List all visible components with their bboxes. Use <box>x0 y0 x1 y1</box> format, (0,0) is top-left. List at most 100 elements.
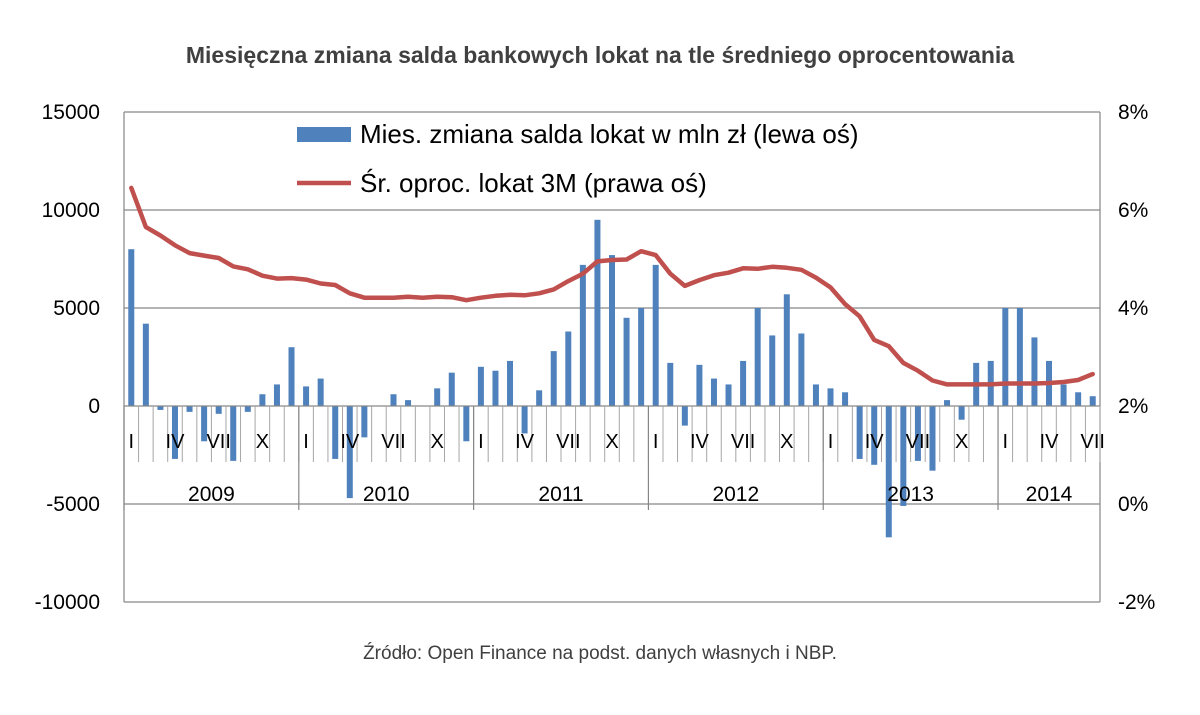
month-label: I <box>828 431 834 453</box>
left-tick-label: 10000 <box>42 199 100 222</box>
bar <box>929 406 936 471</box>
bar <box>492 370 499 406</box>
left-tick-label: -5000 <box>46 493 100 516</box>
bar <box>1060 384 1067 406</box>
left-tick-label: -10000 <box>35 591 100 614</box>
bar <box>579 264 586 406</box>
bar <box>405 400 412 406</box>
bar <box>871 406 878 465</box>
bar <box>856 406 863 459</box>
bar <box>332 406 339 459</box>
right-tick-label: 0% <box>1118 493 1148 516</box>
bar <box>609 255 615 406</box>
month-label: IV <box>1040 431 1060 453</box>
month-label: I <box>303 431 309 453</box>
year-label: 2009 <box>188 483 235 506</box>
month-label: VII <box>906 431 930 453</box>
bar <box>842 392 849 406</box>
bar <box>769 335 776 406</box>
bar <box>550 351 557 406</box>
bar <box>521 406 528 434</box>
bar <box>667 362 674 406</box>
bar <box>448 372 455 406</box>
month-label: I <box>129 431 135 453</box>
month-label: I <box>1003 431 1009 453</box>
year-label: 2012 <box>712 483 759 506</box>
bar <box>914 406 921 461</box>
bar <box>783 294 790 406</box>
right-tick-label: 2% <box>1118 395 1148 418</box>
bar <box>259 394 266 406</box>
month-label: VII <box>731 431 755 453</box>
source-note: Źródło: Open Finance na podst. danych wł… <box>363 643 837 664</box>
year-label: 2011 <box>538 483 583 506</box>
bar <box>725 384 732 406</box>
bar <box>1002 308 1009 406</box>
bar <box>885 406 892 538</box>
bar <box>710 378 717 406</box>
month-label: X <box>955 431 968 453</box>
bar <box>434 388 441 406</box>
bar <box>317 378 324 406</box>
bar <box>244 406 251 412</box>
month-label: IV <box>865 431 885 453</box>
month-label: VII <box>1080 431 1104 453</box>
bar-series <box>128 219 1096 538</box>
bar <box>754 308 761 406</box>
month-label: IV <box>166 431 186 453</box>
month-label: X <box>431 431 444 453</box>
legend-line-label: Śr. oproc. lokat 3M (prawa oś) <box>360 168 707 198</box>
bar <box>390 394 397 406</box>
bar <box>900 406 907 506</box>
month-label: I <box>478 431 484 453</box>
month-label: I <box>653 431 659 453</box>
bar <box>812 384 819 406</box>
line-series <box>129 185 1095 387</box>
year-label: 2014 <box>1026 483 1073 506</box>
left-tick-label: 15000 <box>42 101 100 124</box>
bar <box>798 333 805 406</box>
month-label: VII <box>381 431 405 453</box>
month-label: VII <box>206 431 230 453</box>
bar <box>1031 337 1038 406</box>
right-tick-label: 6% <box>1118 199 1148 222</box>
right-tick-label: -2% <box>1118 591 1155 614</box>
chart-title: Miesięczna zmiana salda bankowych lokat … <box>185 42 1015 68</box>
bar <box>171 406 178 459</box>
bar <box>1016 308 1023 406</box>
bar <box>827 388 834 406</box>
bar <box>652 264 659 406</box>
bar <box>463 406 470 442</box>
bar <box>201 406 208 442</box>
bar <box>944 400 951 406</box>
bar <box>1075 392 1082 406</box>
right-tick-label: 8% <box>1118 101 1148 124</box>
month-label: IV <box>340 431 360 453</box>
bar <box>740 360 747 406</box>
month-label: VII <box>556 431 580 453</box>
bar <box>536 390 543 406</box>
bar <box>361 406 368 438</box>
month-label: X <box>256 431 269 453</box>
bar <box>273 384 280 406</box>
year-label: 2013 <box>887 483 934 506</box>
bar <box>696 364 703 406</box>
right-tick-label: 4% <box>1118 297 1148 320</box>
bar <box>958 406 965 420</box>
bar <box>346 406 353 499</box>
bar <box>565 331 572 406</box>
bar <box>157 406 164 410</box>
legend-bar-swatch <box>297 127 351 142</box>
month-label: X <box>780 431 793 453</box>
bar <box>230 406 237 461</box>
bar <box>594 219 601 406</box>
month-label: X <box>605 431 618 453</box>
bar <box>623 317 630 406</box>
bar <box>215 406 222 414</box>
bar <box>477 366 484 406</box>
month-label: IV <box>690 431 710 453</box>
month-label: IV <box>515 431 535 453</box>
bar <box>507 360 514 406</box>
bar <box>1089 396 1096 406</box>
